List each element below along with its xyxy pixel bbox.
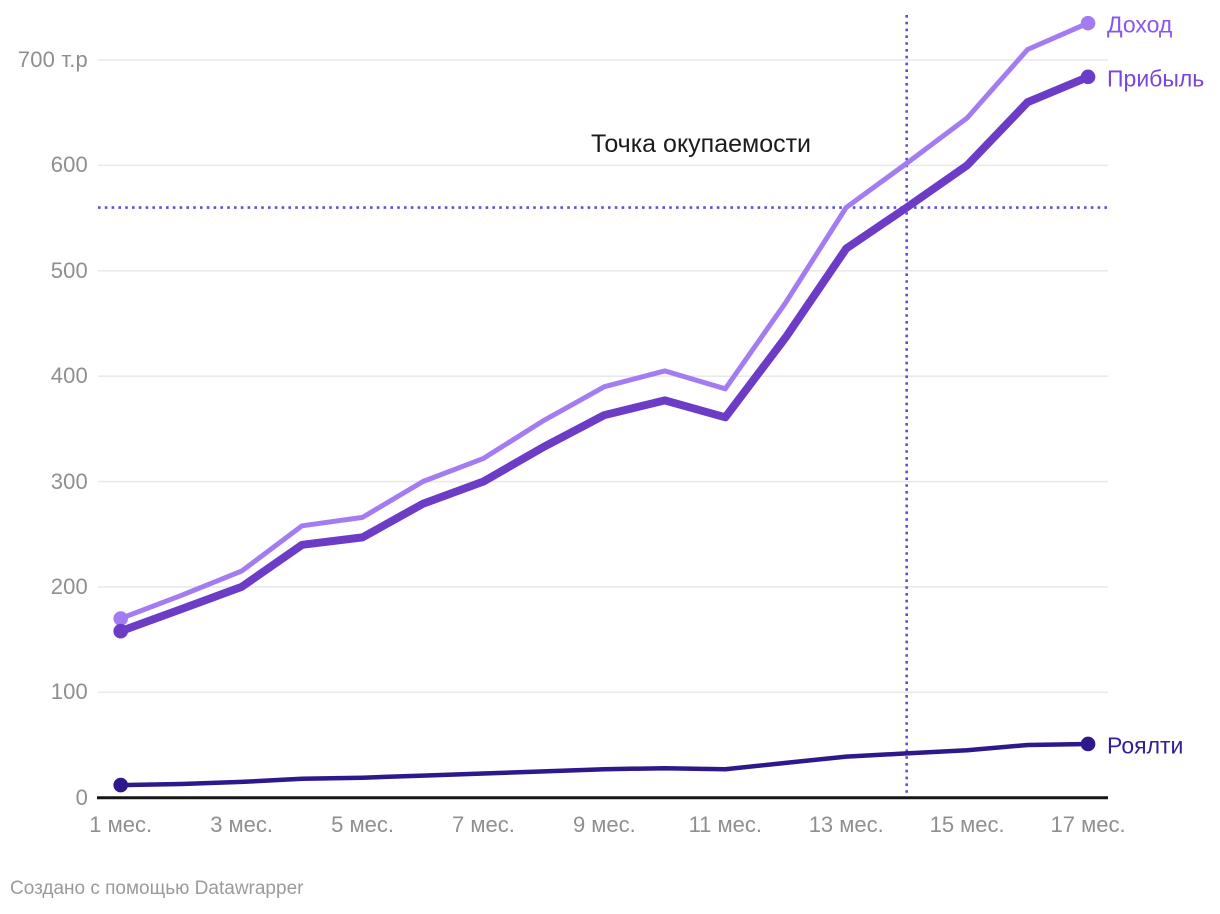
y-tick-label-200: 200 — [50, 573, 88, 599]
x-tick-label-15: 15 мес. — [929, 812, 1005, 837]
break-even-annotation: Точка окупаемости — [591, 130, 812, 158]
y-tick-label-600: 600 — [50, 152, 88, 178]
series-line-доход — [118, 20, 1091, 621]
legend-label-прибыль: Прибыль — [1107, 65, 1205, 92]
y-tick-label-500: 500 — [50, 257, 88, 283]
y-tick-label-400: 400 — [50, 363, 88, 389]
y-tick-label-100: 100 — [50, 679, 88, 705]
x-tick-label-5: 5 мес. — [331, 812, 394, 837]
x-tick-label-11: 11 мес. — [688, 812, 763, 837]
y-tick-label-700: 700 т.р — [17, 46, 88, 72]
series-line-прибыль — [116, 72, 1093, 636]
series-last-point-прибыль — [1080, 69, 1096, 85]
series-last-point-роялти — [1080, 736, 1096, 752]
series-first-point-доход — [113, 611, 128, 626]
legend-label-роялти: Роялти — [1107, 732, 1184, 759]
series-first-point-прибыль — [113, 623, 128, 639]
series-line-роялти — [118, 741, 1091, 788]
y-tick-label-0: 0 — [75, 784, 88, 810]
x-tick-label-1: 1 мес. — [89, 812, 153, 837]
legend-label-доход: Доход — [1107, 11, 1173, 38]
x-tick-label-3: 3 мес. — [210, 812, 274, 837]
series-first-point-роялти — [113, 777, 128, 793]
datawrapper-credit: Создано с помощью Datawrapper — [10, 878, 304, 899]
y-tick-label-300: 300 — [50, 468, 88, 494]
x-tick-label-7: 7 мес. — [452, 812, 515, 837]
x-tick-label-9: 9 мес. — [572, 812, 636, 837]
x-tick-label-13: 13 мес. — [808, 812, 884, 837]
x-tick-label-17: 17 мес. — [1050, 812, 1126, 837]
series-last-point-доход — [1080, 15, 1096, 31]
